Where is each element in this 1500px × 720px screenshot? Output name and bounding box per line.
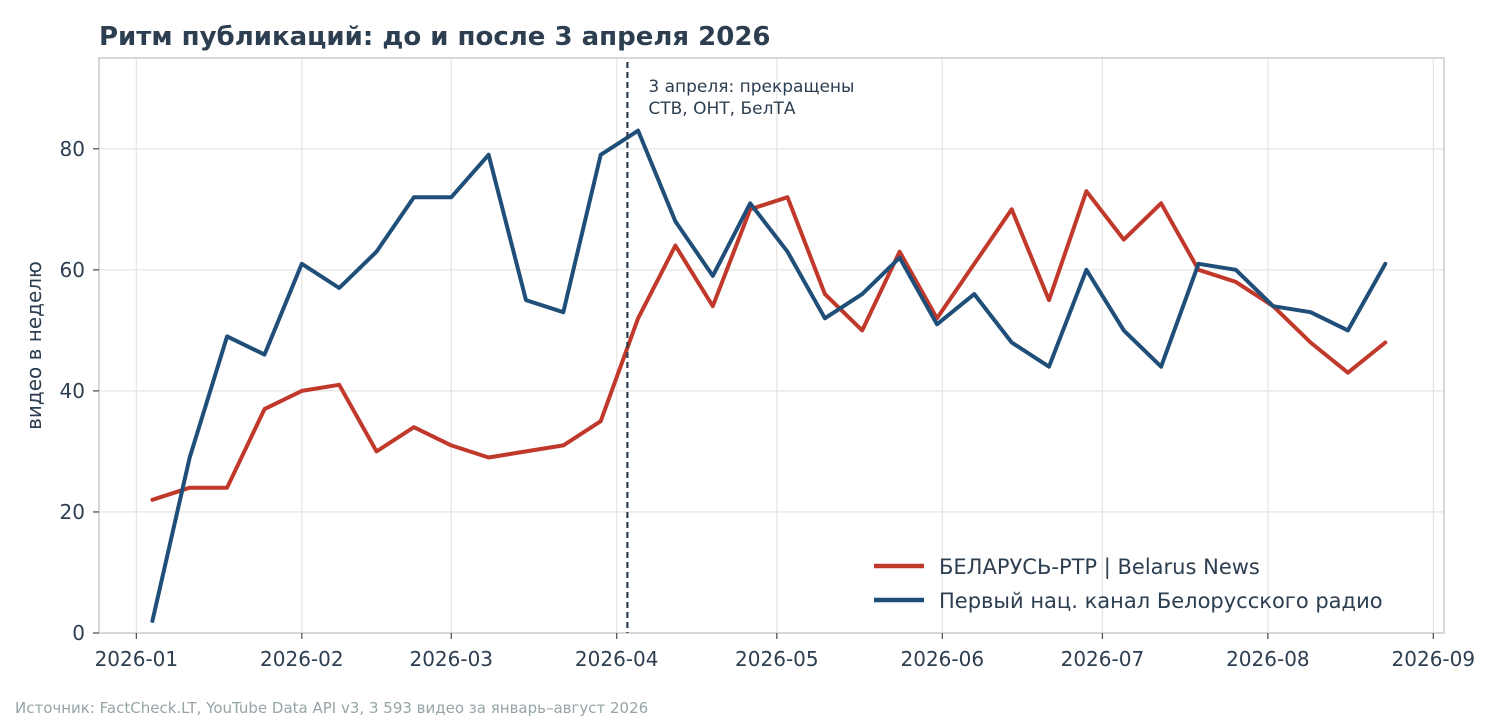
plot-frame [98,57,1445,634]
x-tick-label: 2026-04 [575,647,659,671]
grid [99,58,1444,634]
x-tick-label: 2026-06 [901,647,985,671]
legend: БЕЛАРУСЬ-РТР | Belarus News Первый нац. к… [874,555,1383,613]
y-tick-label: 20 [60,500,85,524]
event-marker: 3 апреля: прекращены СТВ, ОНТ, БелТА [626,62,854,633]
axes: 2026-01 2026-02 2026-03 2026-04 2026-05 2026-… [60,137,1476,671]
series [150,128,1388,623]
x-tick-label: 2026-09 [1392,647,1476,671]
series-line-1 [150,189,1388,502]
y-tick-label: 40 [60,379,85,403]
event-label-line1: 3 апреля: прекращены [648,77,854,97]
y-tick-label: 0 [72,621,85,645]
y-tick-label: 80 [60,137,85,161]
x-tick-label: 2026-05 [735,647,819,671]
x-tick-label: 2026-01 [95,647,179,671]
x-tick-label: 2026-07 [1061,647,1145,671]
legend-label-1: БЕЛАРУСЬ-РТР | Belarus News [939,555,1260,580]
chart-title: Ритм публикаций: до и после 3 апреля 202… [99,22,771,52]
y-tick-label: 60 [60,258,85,282]
x-tick-label: 2026-02 [260,647,344,671]
event-label-line2: СТВ, ОНТ, БелТА [648,99,795,119]
x-tick-label: 2026-03 [409,647,493,671]
source-note: Источник: FactCheck.LT, YouTube Data API… [15,699,648,717]
x-tick-label: 2026-08 [1226,647,1310,671]
series-line-2 [150,128,1388,623]
y-axis-label: видео в неделю [22,261,46,430]
legend-label-2: Первый нац. канал Белорусского радио [939,589,1383,613]
